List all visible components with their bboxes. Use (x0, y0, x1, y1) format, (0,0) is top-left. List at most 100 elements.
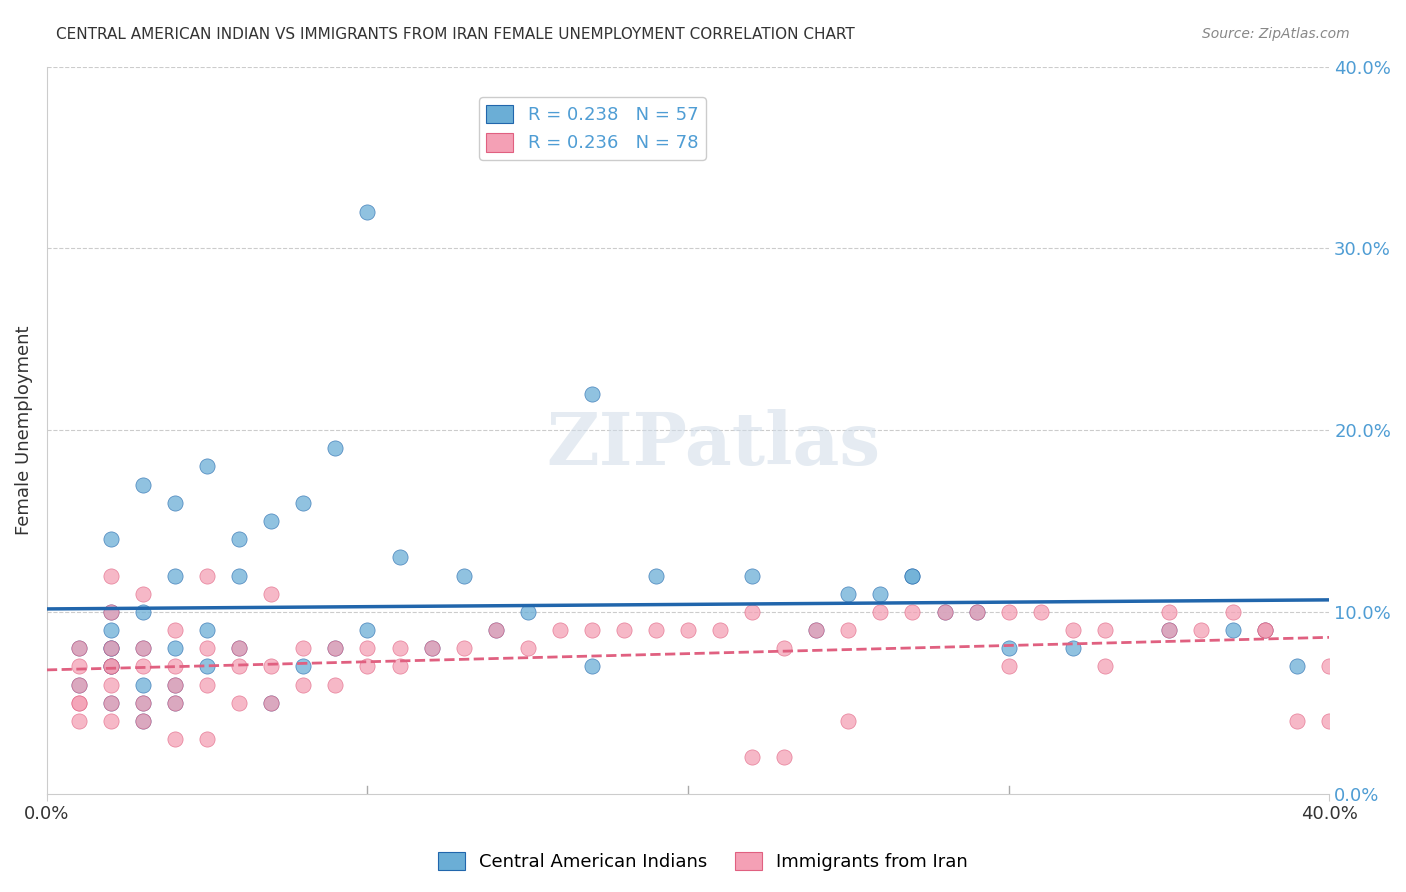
Point (325, 678, 347, 692)
Point (1317, 659, 1340, 673)
Point (356, 205, 378, 219)
Point (132, 696, 155, 710)
Point (613, 623, 636, 637)
Point (132, 659, 155, 673)
Point (1254, 623, 1277, 637)
Point (165, 732, 187, 747)
Point (165, 696, 187, 710)
Point (67, 641, 90, 656)
Point (165, 623, 187, 637)
Point (100, 659, 122, 673)
Point (869, 587, 891, 601)
Point (195, 459, 218, 474)
Point (292, 641, 315, 656)
Point (67, 714, 90, 728)
Point (1254, 623, 1277, 637)
Point (901, 568, 924, 582)
Point (260, 587, 283, 601)
Point (100, 605, 122, 619)
Point (67, 696, 90, 710)
Point (260, 696, 283, 710)
Point (100, 678, 122, 692)
Point (966, 605, 988, 619)
Point (676, 623, 699, 637)
Point (100, 714, 122, 728)
Legend: R = 0.238   N = 57, R = 0.236   N = 78: R = 0.238 N = 57, R = 0.236 N = 78 (479, 97, 706, 160)
Point (100, 696, 122, 710)
Point (260, 696, 283, 710)
Point (773, 750, 796, 764)
Point (388, 550, 411, 565)
Point (132, 641, 155, 656)
Point (934, 605, 956, 619)
Point (67, 678, 90, 692)
Point (1189, 623, 1212, 637)
Point (228, 641, 250, 656)
Legend: Central American Indians, Immigrants from Iran: Central American Indians, Immigrants fro… (430, 845, 976, 879)
Point (1157, 623, 1180, 637)
Point (165, 496, 187, 510)
Point (548, 623, 571, 637)
Point (195, 623, 218, 637)
Text: Source: ZipAtlas.com: Source: ZipAtlas.com (1202, 27, 1350, 41)
Point (260, 514, 283, 528)
Point (228, 568, 250, 582)
Point (100, 659, 122, 673)
Point (132, 696, 155, 710)
Point (1062, 641, 1084, 656)
Point (292, 659, 315, 673)
Point (165, 678, 187, 692)
Point (773, 641, 796, 656)
Point (1094, 659, 1116, 673)
Point (132, 477, 155, 491)
Point (516, 641, 538, 656)
Point (67, 659, 90, 673)
Text: CENTRAL AMERICAN INDIAN VS IMMIGRANTS FROM IRAN FEMALE UNEMPLOYMENT CORRELATION : CENTRAL AMERICAN INDIAN VS IMMIGRANTS FR… (56, 27, 855, 42)
Point (132, 678, 155, 692)
Point (100, 605, 122, 619)
Point (195, 568, 218, 582)
Point (67, 696, 90, 710)
Point (1222, 605, 1244, 619)
Point (453, 568, 475, 582)
Point (228, 659, 250, 673)
Point (420, 641, 443, 656)
Point (485, 623, 508, 637)
Point (292, 496, 315, 510)
Point (901, 605, 924, 619)
Point (325, 641, 347, 656)
Point (581, 659, 603, 673)
Point (1286, 659, 1309, 673)
Point (325, 442, 347, 456)
Point (1317, 714, 1340, 728)
Point (100, 568, 122, 582)
Point (195, 659, 218, 673)
Point (1157, 605, 1180, 619)
Point (100, 532, 122, 546)
Point (645, 623, 668, 637)
Point (165, 568, 187, 582)
Point (901, 568, 924, 582)
Point (1222, 623, 1244, 637)
Point (165, 641, 187, 656)
Point (195, 641, 218, 656)
Point (485, 623, 508, 637)
Point (869, 605, 891, 619)
Point (453, 641, 475, 656)
Point (132, 714, 155, 728)
Point (67, 641, 90, 656)
Point (741, 605, 763, 619)
Point (806, 623, 828, 637)
Point (195, 732, 218, 747)
Point (228, 532, 250, 546)
Point (997, 605, 1019, 619)
Point (966, 605, 988, 619)
Point (997, 659, 1019, 673)
Point (228, 696, 250, 710)
Point (1094, 623, 1116, 637)
Point (228, 641, 250, 656)
Point (132, 714, 155, 728)
Point (100, 641, 122, 656)
Point (132, 641, 155, 656)
Point (100, 659, 122, 673)
